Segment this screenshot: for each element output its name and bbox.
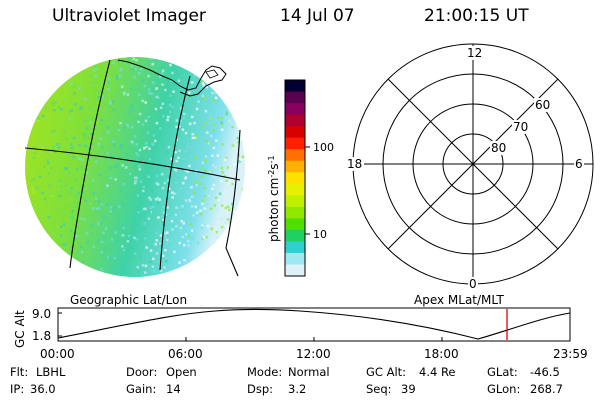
colorbar-band [285, 195, 305, 208]
status-flt-value: LBHL [36, 365, 66, 379]
coastline [117, 59, 227, 97]
status-mode-label: Mode: [247, 365, 283, 379]
colorbar-band [285, 183, 305, 196]
colorbar-band [285, 229, 305, 242]
date-label: 14 Jul 07 [280, 6, 355, 26]
lat-lon-grid [24, 59, 241, 277]
colorbar-band [285, 218, 305, 231]
colorbar-band [285, 103, 305, 116]
alt-xtick-1800: 18:00 [424, 347, 459, 361]
alt-xtick-2359: 23:59 [553, 347, 588, 361]
status-mode-value: Normal [288, 365, 330, 379]
time-label: 21:00:15 UT [424, 6, 529, 26]
alt-xtick-0600: 06:00 [168, 347, 203, 361]
status-glon-value: 268.7 [530, 382, 563, 396]
alt-ytick-9: 9.0 [32, 307, 51, 321]
polar-plot [352, 43, 594, 285]
altitude-curve [57, 308, 571, 340]
colorbar-band [285, 172, 305, 185]
colorbar-band [285, 149, 305, 162]
status-glat-label: GLat: [487, 365, 518, 379]
colorbar [285, 80, 305, 277]
mlt-label-0: 0 [469, 277, 477, 291]
colorbar-band [285, 252, 305, 265]
colorbar-band [285, 114, 305, 127]
status-gain-value: 14 [166, 382, 181, 396]
status-dsp-value: 3.2 [288, 382, 307, 396]
status-gcalt-value: 4.4 Re [419, 365, 456, 379]
lat-label-60: 60 [535, 98, 550, 112]
mlt-label-6: 6 [575, 157, 583, 171]
colorbar-tick-100: 100 [313, 141, 334, 154]
altitude-plot-frame [57, 307, 571, 342]
colorbar-unit-label: photon cm-2s-1 [267, 155, 281, 242]
lat-label-70: 70 [513, 120, 528, 134]
mlt-label-12: 12 [467, 46, 482, 60]
status-ip-label: IP: [10, 382, 25, 396]
status-flt-label: Flt: [10, 365, 29, 379]
status-dsp-label: Dsp: [247, 382, 274, 396]
status-door-value: Open [166, 365, 197, 379]
status-seq-label: Seq: [366, 382, 392, 396]
status-gain-label: Gain: [126, 382, 157, 396]
status-door-label: Door: [126, 365, 158, 379]
mlt-label-18: 18 [347, 157, 362, 171]
status-glat-value: -46.5 [530, 365, 560, 379]
instrument-title: Ultraviolet Imager [52, 6, 206, 26]
status-seq-value: 39 [401, 382, 416, 396]
alt-xtick-0000: 00:00 [40, 347, 75, 361]
status-glon-label: GLon: [487, 382, 521, 396]
alt-ytick-1-8: 1.8 [32, 329, 51, 343]
colorbar-band [285, 264, 305, 277]
alt-xtick-1200: 12:00 [296, 347, 331, 361]
colorbar-band [285, 91, 305, 104]
colorbar-band [285, 137, 305, 150]
colorbar-tick-10: 10 [313, 228, 327, 241]
status-ip-value: 36.0 [30, 382, 56, 396]
lat-label-80: 80 [491, 141, 506, 155]
colorbar-band [285, 241, 305, 254]
alt-ylabel: GC Alt [13, 310, 27, 348]
colorbar-band [285, 206, 305, 219]
colorbar-band [285, 80, 305, 93]
colorbar-band [285, 126, 305, 139]
polar-panel-caption: Apex MLat/MLT [414, 293, 504, 307]
uv-image-disk [24, 57, 245, 277]
status-gcalt-label: GC Alt: [366, 365, 407, 379]
colorbar-band [285, 160, 305, 173]
image-panel-caption: Geographic Lat/Lon [70, 293, 188, 307]
